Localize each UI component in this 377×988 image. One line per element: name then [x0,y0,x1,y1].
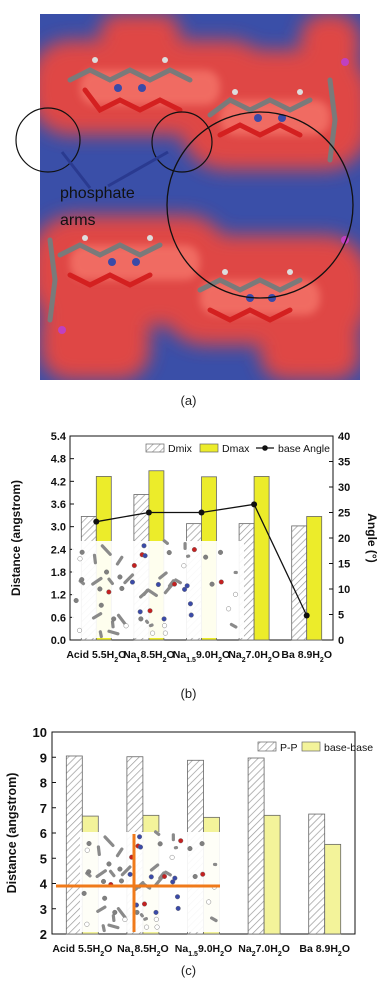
y-tick-label: 7 [40,801,47,816]
point-base-angle [251,501,258,508]
y2-tick-label: 20 [338,533,350,545]
annotation-arrow-right [107,150,169,188]
chart-b: 0.0 0.6 1.2 1.8 2.4 3.0 3.6 4.2 4.8 5.4 0 5 10 15 20 25… [9,431,377,664]
bar-base-base [263,814,281,935]
y2-tick-label: 35 [338,457,350,469]
legend-swatch-dmix [145,443,165,453]
y-tick-label: 10 [33,726,47,740]
chart-c: 2 3 4 5 6 7 8 9 10 Distance (angstrom) Acid 5.5H2O… [5,725,373,958]
caption-a: (a) [180,393,197,408]
y-tick-label: 3 [40,902,47,917]
legend-label-dmix: Dmix [168,443,193,455]
y-tick-label: 5.4 [51,431,67,443]
legend: P-P base-base [257,741,373,754]
x-tick-label: Na1.59.0H2O [175,943,232,958]
y2-tick-label: 25 [338,508,350,520]
y2-tick-label: 5 [338,610,344,622]
y-tick-label: 2.4 [51,544,67,556]
x-tick-label: Ba 8.9H2O [281,649,332,664]
annotation-phosphate: phosphate [60,185,135,202]
bar-base-base [324,843,342,935]
y2-tick-label: 30 [338,482,350,494]
y-tick-label: 4.8 [51,454,66,466]
y-tick-label: 8 [40,776,47,791]
x-tick-label: Na27.0H2O [238,943,290,958]
panel-a: phosphate arms (a) [0,0,377,408]
y-tick-label: 5 [40,851,47,866]
y2-tick-label: 40 [338,431,350,443]
annotation-arms: arms [60,212,96,229]
y-tick-label: 1.8 [51,567,66,579]
x-tick-label: Na18.5H2O [123,649,175,664]
legend-swatch-p-p [257,741,277,752]
x-tick-label: Na18.5H2O [117,943,169,958]
bar-dmax [253,476,270,641]
y-tick-label: 6 [40,826,47,841]
annotation-circle-left [15,107,81,173]
legend: Dmix Dmax base Angle [145,443,330,455]
point-base-angle [145,509,152,516]
x-tick-label: Acid 5.5H2O [66,649,126,664]
y2-tick-label: 0 [338,635,344,647]
y-tick-label: 0.0 [51,635,66,647]
bar-p-p [247,757,265,935]
legend-label-p-p: P-P [280,742,298,754]
y2-axis-label: Angle (°) [365,513,377,562]
point-base-angle [303,612,310,619]
y-tick-label: 9 [40,750,47,765]
x-tick-label: Na1.59.0H2O [173,649,230,664]
y-tick-label: 3.0 [51,522,66,534]
annotation-arrow-left [60,151,92,189]
legend-swatch-base-base [301,741,321,752]
bar-p-p [308,813,326,935]
point-base-angle [93,518,100,525]
point-base-angle [198,509,205,516]
y-tick-label: 4.2 [51,476,66,488]
bar-dmax [306,516,323,641]
y-tick-label: 0.6 [51,612,66,624]
panel-c: 2 3 4 5 6 7 8 9 10 Distance (angstrom) Acid 5.5H2O… [0,725,377,988]
annotation-circle-middle [151,111,213,173]
legend-swatch-dmax [199,443,219,453]
nitrogen-atoms [108,84,286,302]
y-tick-label: 4 [40,877,48,892]
molecular-density-image: phosphate arms [15,14,360,380]
caption-c: (c) [180,963,197,978]
x-tick-label: Acid 5.5H2O [52,943,112,958]
y-axis-label: Distance (angstrom) [9,480,23,596]
bar-p-p [65,755,83,935]
legend-label-dmax: Dmax [222,443,250,455]
x-tick-label: Ba 8.9H2O [299,943,350,958]
caption-b: (b) [180,686,197,701]
legend-label-base-base: base-base [324,742,373,754]
y-tick-label: 2 [40,927,47,942]
y2-tick-label: 10 [338,584,350,596]
y-axis-label: Distance (angstrom) [5,773,19,894]
structure-inset-c [80,830,222,933]
bar-dmix [291,525,308,641]
y2-tick-label: 15 [338,559,350,571]
legend-point-angle [262,445,268,451]
panel-b: 0.0 0.6 1.2 1.8 2.4 3.0 3.6 4.2 4.8 5.4 0 5 10 15 20 25… [0,420,377,701]
legend-label-angle: base Angle [278,443,330,455]
structure-inset-b [72,539,244,639]
x-tick-label: Na27.0H2O [228,649,280,664]
y-tick-label: 1.2 [51,590,66,602]
annotation-circle-large [166,111,354,299]
y-tick-label: 3.6 [51,499,66,511]
